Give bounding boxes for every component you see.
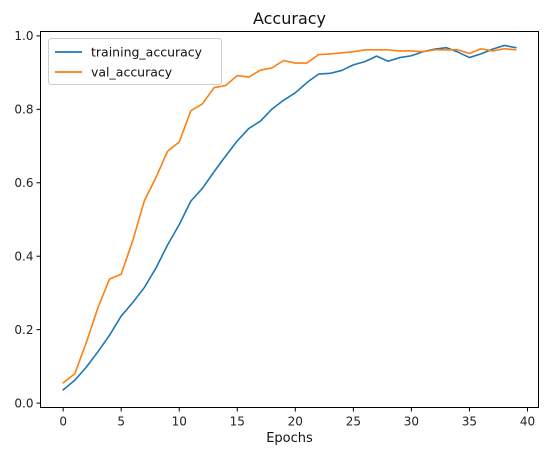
x-tick-label: 5 — [117, 415, 125, 429]
x-tick-label: 25 — [346, 415, 361, 429]
y-tick-label: 0.0 — [14, 396, 33, 410]
x-tick-label: 30 — [404, 415, 419, 429]
x-tick-label: 15 — [230, 415, 245, 429]
legend: training_accuracy val_accuracy — [48, 38, 222, 85]
plot-frame — [40, 31, 539, 408]
y-tick-label: 0.2 — [14, 323, 33, 337]
x-axis-label: Epochs — [266, 431, 313, 446]
x-tick-label: 40 — [520, 415, 535, 429]
legend-entry: training_accuracy — [91, 45, 203, 60]
series-line-val-accuracy — [62, 47, 517, 384]
legend-box — [48, 38, 222, 85]
y-tick-label: 0.8 — [14, 103, 33, 117]
y-tick-label: 0.6 — [14, 176, 33, 190]
y-axis: 0.0 0.2 0.4 0.6 0.8 1.0 — [14, 29, 41, 410]
x-axis: 0 5 10 15 20 25 30 35 40 — [59, 407, 535, 429]
x-tick-label: 10 — [172, 415, 187, 429]
x-tick-label: 20 — [288, 415, 303, 429]
chart-title: Accuracy — [253, 9, 326, 28]
legend-entry: val_accuracy — [91, 65, 173, 80]
x-tick-label: 0 — [59, 415, 67, 429]
y-tick-label: 0.4 — [14, 250, 33, 264]
series-line-training-accuracy — [62, 44, 517, 391]
x-tick-label: 35 — [462, 415, 477, 429]
y-tick-label: 1.0 — [14, 29, 33, 43]
plot-area — [62, 44, 517, 391]
